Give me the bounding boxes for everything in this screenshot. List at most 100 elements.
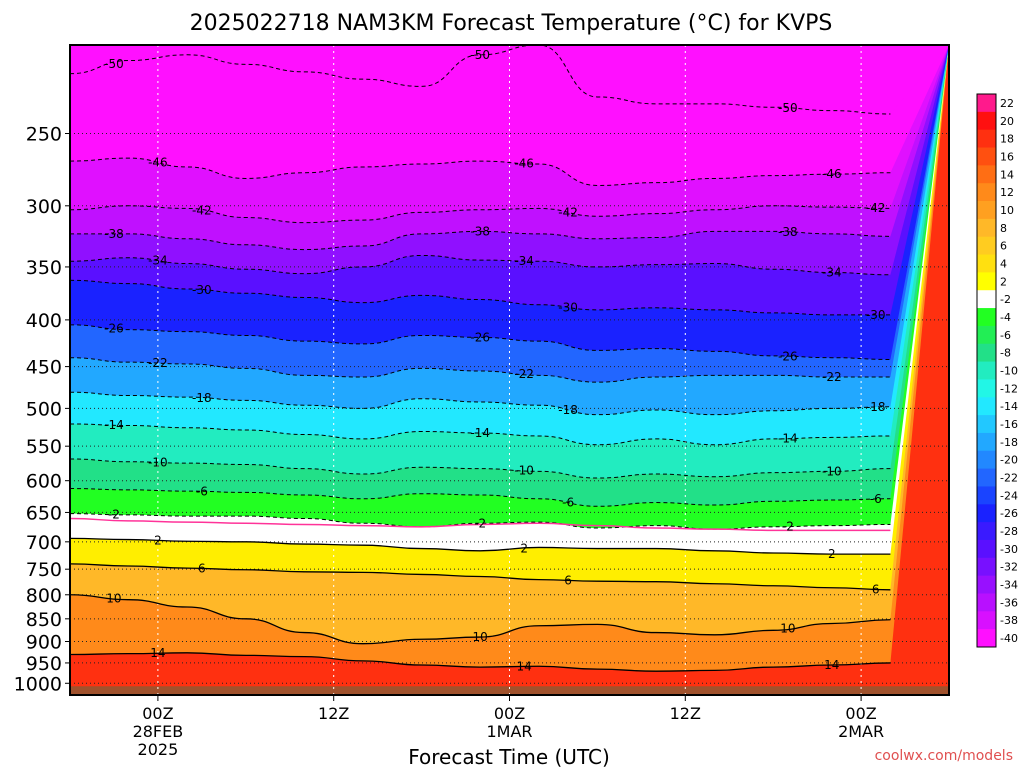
chart-title: 2025022718 NAM3KM Forecast Temperature (… [190, 11, 833, 36]
x-tick-label-18-0: 12Z [318, 704, 349, 723]
colorbar-label--2: -2 [1000, 293, 1011, 306]
colorbar-swatch--4 [977, 308, 996, 327]
colorbar-label-18: 18 [1000, 133, 1014, 146]
credit-text: coolwx.com/models [875, 748, 1013, 764]
contour--10 [70, 458, 891, 479]
freezing-line [70, 517, 891, 532]
colorbar-label--28: -28 [1000, 525, 1018, 538]
contour-label-2: 2 [154, 533, 162, 547]
contour-label--30: -30 [192, 283, 212, 297]
contour-label--46: -46 [514, 156, 534, 170]
contour-label--10: -10 [148, 455, 168, 469]
colorbar-swatch--14 [977, 397, 996, 416]
colorbar-label--18: -18 [1000, 436, 1018, 449]
colorbar-swatch--34 [977, 575, 996, 594]
colorbar-label-16: 16 [1000, 150, 1014, 163]
colorbar-swatch-6 [977, 236, 996, 256]
colorbar-swatch--22 [977, 468, 996, 487]
contour-label--6: -6 [562, 496, 574, 510]
contour-label--14: -14 [778, 432, 798, 446]
contour-labels: -50 -50 -50 -46 -46 -46 -42 -42 -42 -38 -38 -38 -34 -… [104, 48, 886, 674]
contour-label-10: 10 [780, 622, 795, 636]
y-tick-label-500: 500 [26, 398, 62, 420]
colorbar-swatch--26 [977, 504, 996, 523]
contour-label--10: -10 [822, 464, 842, 478]
contour-label--38: -38 [778, 225, 798, 239]
colorbar-swatch--16 [977, 415, 996, 434]
colorbar-label--4: -4 [1000, 311, 1011, 324]
colorbar-label--24: -24 [1000, 489, 1018, 502]
contour-label--42: -42 [192, 204, 212, 218]
x-tick-label-54-1: 2MAR [838, 722, 884, 741]
contour-label--38: -38 [104, 227, 124, 241]
colorbar-label--16: -16 [1000, 418, 1018, 431]
colorbar-label--10: -10 [1000, 365, 1018, 378]
contour-label--22: -22 [148, 356, 168, 370]
y-tick-label-550: 550 [26, 436, 62, 458]
y-tick-label-700: 700 [26, 532, 62, 554]
freezing-contour [70, 517, 891, 532]
contour-label--2: -2 [474, 516, 486, 530]
x-tick-label-42-0: 12Z [670, 704, 701, 723]
colorbar-swatch--6 [977, 325, 996, 345]
x-tick-label-30-1: 1MAR [486, 722, 532, 741]
contour-label-2: 2 [828, 547, 836, 561]
colorbar-label--30: -30 [1000, 543, 1018, 556]
colorbar-label-22: 22 [1000, 97, 1014, 110]
colorbar-label-6: 6 [1000, 240, 1007, 253]
contour-label-14: 14 [824, 658, 839, 672]
colorbar-swatch--28 [977, 522, 996, 541]
colorbar-label--36: -36 [1000, 596, 1018, 609]
contour-label--18: -18 [866, 400, 886, 414]
contour-label-14: 14 [517, 659, 532, 673]
colorbar-swatch-2 [977, 272, 996, 291]
grid-lines [70, 45, 949, 695]
y-tick-label-750: 750 [26, 559, 62, 581]
colorbar-label--22: -22 [1000, 472, 1018, 485]
y-tick-label-850: 850 [26, 609, 62, 631]
colorbar-swatch--38 [977, 611, 996, 630]
y-axis: 2503003504004505005506006507007508008509… [14, 123, 70, 695]
contour-label-6: 6 [872, 582, 880, 596]
contour-label--50: -50 [778, 101, 798, 115]
contour-lines [70, 45, 891, 672]
colorbar-swatch-16 [977, 147, 996, 166]
colorbar-swatch-4 [977, 254, 996, 273]
colorbar-swatch--24 [977, 486, 996, 505]
plot-area: -50 -50 -50 -46 -46 -46 -42 -42 -42 -38 -38 -38 -34 -… [70, 45, 949, 695]
ground-fill [70, 686, 949, 695]
contour-label--30: -30 [558, 300, 578, 314]
colorbar-swatch--10 [977, 361, 996, 380]
colorbar-label--14: -14 [1000, 400, 1018, 413]
colorbar-swatch--36 [977, 593, 996, 612]
colorbar-swatch-18 [977, 129, 996, 149]
contour-label--6: -6 [196, 484, 208, 498]
colorbar-swatch--40 [977, 629, 996, 648]
contour-label--2: -2 [782, 520, 794, 534]
contour-label-14: 14 [150, 646, 165, 660]
contour-label--42: -42 [866, 201, 886, 215]
contour-label-2: 2 [520, 541, 528, 555]
contour-label--46: -46 [822, 167, 842, 181]
contour--22 [70, 357, 891, 383]
contour-label--2: -2 [108, 508, 120, 522]
contour-label--26: -26 [470, 330, 490, 344]
band--50 [70, 45, 949, 114]
colorbar-swatch-20 [977, 111, 996, 131]
colorbar-swatch-14 [977, 165, 996, 184]
colorbar-swatch--30 [977, 539, 996, 559]
contour--34 [70, 254, 891, 276]
contour-2 [70, 537, 891, 555]
colorbar-label--6: -6 [1000, 329, 1011, 342]
contour-label--22: -22 [514, 367, 534, 381]
contour-label--26: -26 [104, 321, 124, 335]
x-tick-label-6-0: 00Z [142, 704, 173, 723]
colorbar: 22 20 18 16 14 12 10 8 6 4 2 -2 -4 -6 -8 -10 -12 -14 -16 -1… [976, 93, 1018, 648]
y-tick-label-800: 800 [26, 585, 62, 607]
colorbar-label-12: 12 [1000, 186, 1014, 199]
temperature-bands [70, 45, 949, 695]
y-tick-label-400: 400 [26, 310, 62, 332]
contour-label--42: -42 [558, 205, 578, 219]
